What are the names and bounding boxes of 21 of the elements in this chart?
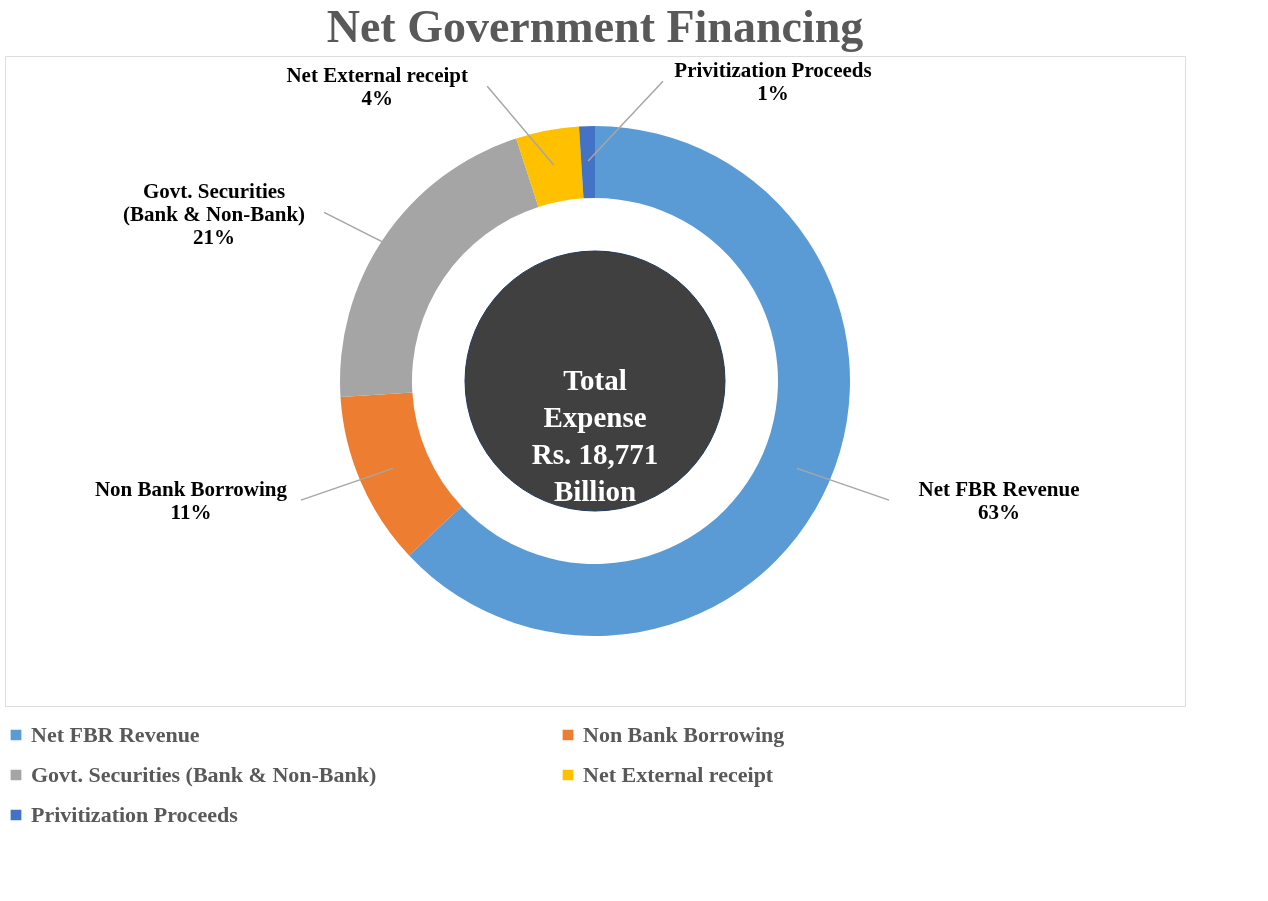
slice-label: Net FBR Revenue	[918, 477, 1080, 502]
slice-label: Non Bank Borrowing	[94, 477, 288, 502]
slice-label: Govt. Securities (Bank & Non-Bank)	[123, 179, 306, 227]
data-label: 11%	[170, 500, 212, 525]
legend-label: Govt. Securities (Bank & Non-Bank)	[31, 762, 377, 787]
text: Total Expense Rs. 18,771 Billion	[531, 364, 659, 507]
donut-slice	[516, 126, 584, 207]
data-label: 1%	[757, 81, 789, 106]
data-label: 4%	[361, 86, 393, 111]
legend-label: Non Bank Borrowing	[583, 722, 785, 747]
slice-label: Privitization Proceeds	[674, 58, 872, 83]
donut-slice	[340, 392, 462, 556]
legend-label: Privitization Proceeds	[31, 802, 239, 827]
donut-slice	[578, 126, 595, 199]
data-label: 63%	[978, 500, 1021, 525]
chart-title: Net Government Financing	[326, 1, 864, 52]
legend-label: Net External receipt	[583, 762, 774, 787]
slice-label: Net External receipt	[286, 63, 468, 88]
legend-label: Net FBR Revenue	[31, 722, 200, 747]
data-label: 21%	[193, 225, 236, 250]
donut-slice	[409, 126, 850, 636]
